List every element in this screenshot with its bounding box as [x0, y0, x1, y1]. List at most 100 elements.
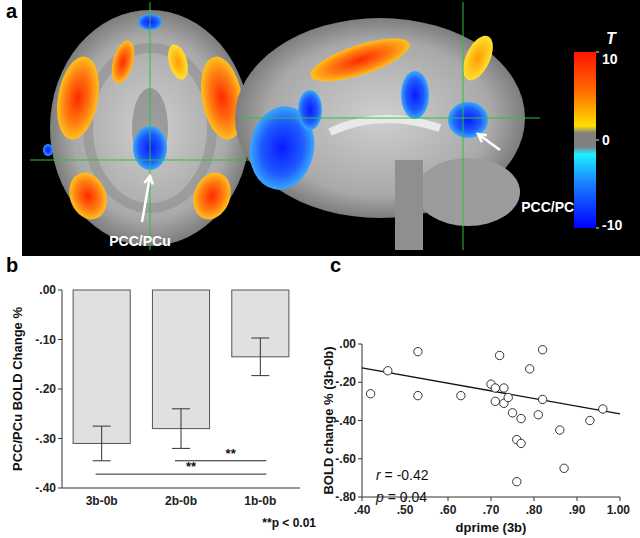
brainstem — [395, 160, 423, 250]
x-tick — [620, 497, 621, 501]
error-bar — [251, 338, 269, 376]
point — [538, 395, 546, 403]
activation-blob — [108, 38, 139, 86]
panel-label: b — [6, 254, 18, 276]
activation-blob — [165, 42, 192, 81]
x-tick-label: 1.00 — [607, 503, 631, 517]
y-tick-label: -.10 — [35, 333, 56, 347]
activation-blob — [306, 30, 414, 91]
point — [384, 367, 392, 375]
point — [500, 384, 508, 392]
stat-value: = -0.42 — [381, 467, 429, 483]
y-axis — [62, 290, 63, 488]
y-tick-label: -.40 — [335, 414, 356, 428]
y-tick-label: -.20 — [35, 382, 56, 396]
activation-blob — [51, 53, 105, 143]
point — [366, 390, 374, 398]
point — [414, 391, 422, 399]
stat-label: p = 0.04 — [375, 489, 427, 505]
brain-background — [22, 0, 640, 256]
x-tick-label: .70 — [483, 503, 500, 517]
error-cap — [93, 426, 111, 427]
point — [495, 351, 503, 359]
x-tick-label: 2b-0b — [165, 494, 197, 508]
point — [508, 409, 516, 417]
figure: PCC/PCuPCC/PCuT100-10a-.40-.30-.20-.10.0… — [0, 0, 640, 538]
y-axis-label: BOLD change % (3b-0b) — [321, 346, 336, 494]
point — [538, 346, 546, 354]
point — [586, 416, 594, 424]
fit-line — [362, 368, 620, 414]
crosshair — [150, 2, 151, 250]
error-bar — [172, 409, 190, 449]
region-label: PCC/PCu — [521, 199, 582, 215]
x-axis — [62, 488, 300, 489]
x-tick-label: .80 — [526, 503, 543, 517]
y-tick — [58, 290, 62, 291]
panel-label: a — [6, 0, 18, 22]
y-tick-label: -.40 — [35, 481, 56, 495]
y-axis — [362, 344, 363, 497]
point — [517, 439, 525, 447]
activation-blob — [63, 167, 113, 224]
colorbar-label: -10 — [602, 217, 622, 233]
footnote: **p < 0.01 — [262, 516, 316, 530]
activation-blob — [43, 144, 53, 156]
arrow — [478, 134, 500, 150]
crosshair — [463, 2, 464, 250]
activation-blob — [448, 102, 488, 138]
point — [457, 391, 465, 399]
point — [534, 411, 542, 419]
y-tick — [358, 497, 362, 498]
activation-blob — [187, 167, 237, 224]
significance-label: ** — [226, 446, 237, 461]
y-tick — [358, 344, 362, 345]
y-tick-label: -.20 — [335, 375, 356, 389]
crosshair — [240, 118, 540, 119]
region-label: PCC/PCu — [109, 233, 170, 249]
point — [599, 405, 607, 413]
error-cap — [251, 375, 269, 376]
error-cap — [93, 460, 111, 461]
error-line — [260, 338, 261, 376]
stat-value: = 0.04 — [384, 489, 427, 505]
panel-b: -.40-.30-.20-.10.003b-0b2b-0b1b-0b******… — [10, 283, 316, 530]
y-tick — [358, 382, 362, 383]
point — [517, 414, 525, 422]
x-tick — [491, 497, 492, 501]
bar — [73, 290, 130, 443]
significance-label: ** — [186, 459, 197, 474]
activation-blob — [298, 90, 322, 130]
error-line — [181, 409, 182, 449]
stat-symbol: p — [375, 489, 384, 505]
y-tick-label: -.80 — [335, 490, 356, 504]
arrow-head — [144, 176, 153, 185]
error-bar — [93, 426, 111, 461]
significance-line — [175, 460, 266, 461]
y-tick — [358, 420, 362, 421]
y-tick — [58, 438, 62, 439]
point — [513, 478, 521, 486]
significance-line — [96, 474, 267, 475]
y-tick-label: .00 — [339, 337, 356, 351]
colorbar-tick — [596, 52, 599, 53]
y-tick-label: -.60 — [335, 452, 356, 466]
colorbar-label: 0 — [602, 132, 610, 148]
colorbar — [574, 52, 596, 228]
x-tick — [362, 497, 363, 501]
bars — [73, 290, 289, 461]
point — [526, 365, 534, 373]
x-tick-label: .90 — [569, 503, 586, 517]
error-line — [101, 426, 102, 461]
stat-label: r = -0.42 — [376, 467, 429, 483]
x-tick — [577, 497, 578, 501]
x-tick-label: .60 — [440, 503, 457, 517]
y-tick — [58, 339, 62, 340]
arrow-head — [478, 134, 487, 142]
y-tick-label: .00 — [39, 283, 56, 297]
x-tick-label: 3b-0b — [86, 494, 118, 508]
crosshair — [30, 160, 272, 161]
colorbar-tick — [596, 140, 599, 141]
x-tick-label: .50 — [397, 503, 414, 517]
x-tick — [448, 497, 449, 501]
